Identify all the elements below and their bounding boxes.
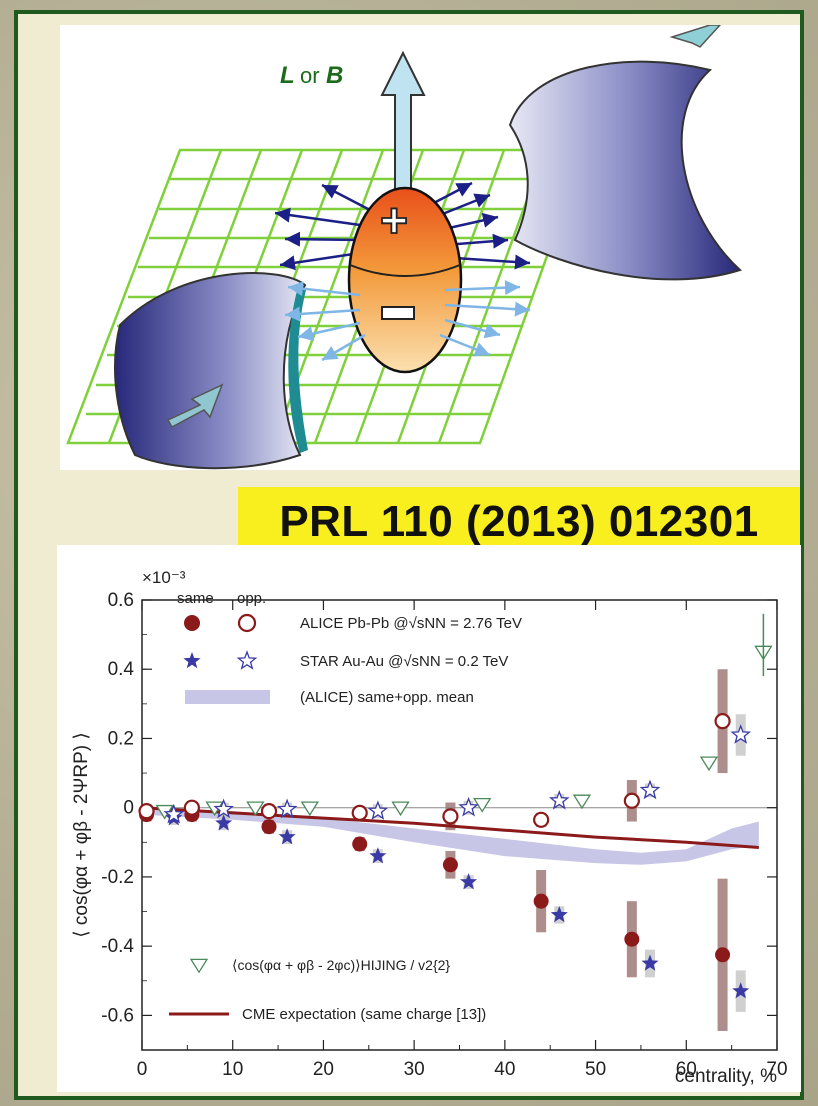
y-axis-label: ⟨ cos(φα + φβ - 2ΨRP) ⟩ [71, 732, 92, 938]
star-opp-marker [213, 798, 234, 819]
alice-same-marker [352, 836, 368, 852]
hijing-marker [572, 794, 592, 810]
cme-line [141, 806, 759, 849]
star-opp-marker [730, 724, 752, 744]
alice-opp-marker [442, 808, 459, 825]
y-tick-label: -0.6 [101, 1005, 134, 1026]
x-tick-label: 70 [766, 1059, 787, 1080]
alice-opp-marker [138, 803, 155, 820]
alice-same-marker [715, 947, 731, 963]
fireball [347, 186, 463, 374]
y-tick-label: -0.4 [101, 936, 134, 957]
alice-same-marker [533, 893, 549, 909]
y-scale-label: ×10⁻³ [142, 568, 186, 587]
alice-opp-marker [714, 713, 731, 730]
legend-hijing: ⟨cos(φα + φβ - 2φc)⟩HIJING / v2{2} [232, 957, 450, 973]
x-tick-label: 0 [137, 1059, 148, 1080]
legend-cme: CME expectation (same charge [13]) [242, 1006, 486, 1023]
hijing-marker [699, 756, 719, 772]
legend-band-symbol [185, 690, 270, 704]
chart-panel: 0 10 20 30 40 50 60 70 -0.6 -0.4 -0.2 0 0.2 0.4 0.6 ×1… [57, 545, 801, 1092]
star-same-marker [732, 982, 750, 999]
y-tick-label: 0.4 [108, 659, 135, 680]
hijing-marker [473, 797, 492, 813]
star-same-marker [641, 954, 659, 971]
negative-charge-arrows [284, 280, 531, 362]
star-same-marker [550, 906, 568, 923]
star-same-marker [215, 814, 233, 831]
legend-star: STAR Au-Au @√sNN = 0.2 TeV [300, 653, 508, 670]
spectator-nucleus-right [508, 24, 742, 281]
star-opp-marker [367, 800, 389, 820]
x-tick-label: 60 [676, 1059, 697, 1080]
star-same-marker [460, 873, 478, 890]
collision-diagram: L or B [60, 24, 800, 470]
alice-opp-marker [623, 792, 640, 809]
alice-same-marker [624, 931, 640, 947]
hijing-marker [300, 801, 319, 817]
legend-alice-opp-symbol [237, 613, 257, 633]
alice-opp-marker [260, 803, 278, 820]
star-opp-marker [163, 803, 185, 824]
alice-opp-marker [351, 804, 368, 821]
alice-opp-marker [533, 811, 550, 828]
mean-band [142, 807, 759, 865]
y-tick-label: -0.2 [101, 867, 134, 888]
hijing-marker [391, 801, 410, 817]
legend-same-header: same [177, 590, 214, 607]
x-tick-label: 20 [313, 1059, 334, 1080]
field-label-or: or [300, 63, 320, 88]
x-tick-label: 40 [494, 1059, 515, 1080]
legend-star-same-symbol [183, 652, 201, 669]
star-opp-marker [639, 779, 661, 800]
field-label-B: B [326, 62, 343, 89]
legend-alice-same-symbol [184, 615, 200, 631]
x-tick-label: 50 [585, 1059, 606, 1080]
star-same-marker [278, 828, 296, 845]
star-opp-marker [458, 796, 479, 817]
legend-alice: ALICE Pb-Pb @√sNN = 2.76 TeV [300, 615, 522, 632]
spectator-nucleus-left [114, 272, 308, 470]
legend-hijing-symbol [189, 958, 209, 974]
y-tick-label: 0 [123, 798, 134, 819]
alice-opp-marker [183, 799, 200, 816]
star-same-marker [369, 847, 387, 864]
x-tick-label: 30 [404, 1059, 425, 1080]
x-axis-label: centrality, % [675, 1066, 777, 1087]
alice-same-marker [261, 819, 277, 835]
correlator-chart: 0 10 20 30 40 50 60 70 -0.6 -0.4 -0.2 0 0.2 0.4 0.6 ×1… [71, 568, 788, 1087]
x-tick-label: 10 [222, 1059, 243, 1080]
field-label-L: L [280, 62, 295, 89]
minus-charge-label [381, 306, 415, 320]
alice-same-marker [442, 857, 458, 873]
y-tick-label: 0.2 [108, 728, 134, 749]
legend-opp-header: opp. [237, 590, 266, 607]
hijing-marker [246, 801, 265, 817]
plus-charge-label: + [380, 195, 408, 248]
star-opp-marker [548, 789, 570, 810]
star-opp-marker [276, 798, 298, 819]
legend-star-opp-symbol [236, 650, 258, 670]
y-tick-label: 0.6 [108, 590, 134, 611]
legend-mean: (ALICE) same+opp. mean [300, 689, 474, 706]
field-arrow [380, 50, 426, 201]
